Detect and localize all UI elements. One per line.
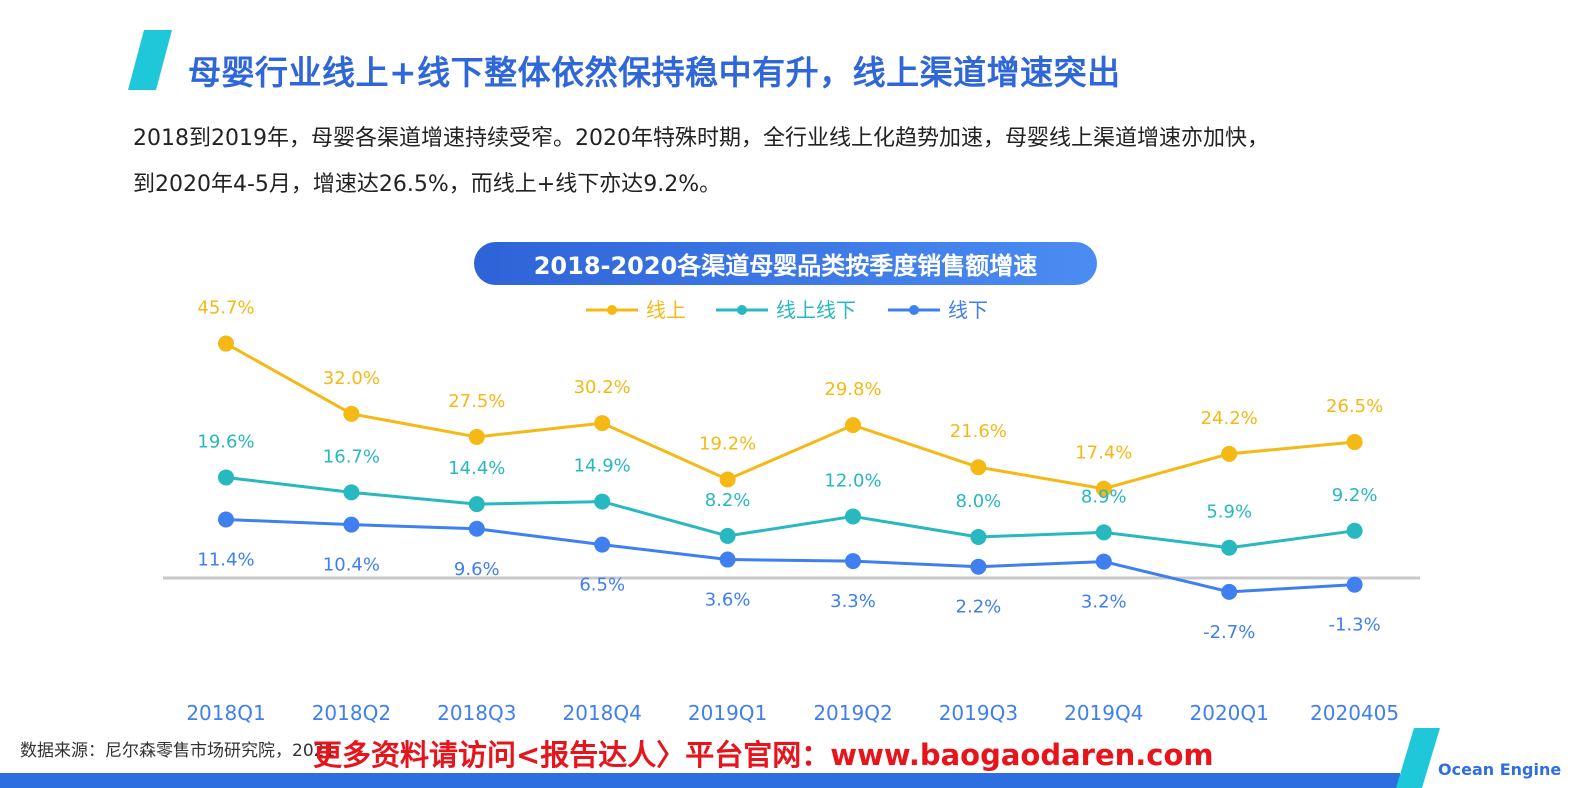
intro-text: 2018到2019年，母婴各渠道增速持续受窄。2020年特殊时期，全行业线上化趋… [133, 116, 1433, 208]
x-tick-6: 2019Q3 [939, 701, 1018, 725]
legend-marker-1 [737, 305, 747, 315]
data-label-0-5: 29.8% [824, 379, 881, 400]
data-label-1-3: 14.9% [574, 456, 631, 477]
data-label-2-2: 9.6% [454, 559, 500, 580]
data-label-2-5: 3.3% [830, 591, 876, 612]
point-0-2 [468, 428, 485, 445]
point-2-1 [343, 516, 360, 533]
promo-banner[interactable]: 更多资料请访问<报告达人〉平台官网：www.baogaodaren.com [313, 738, 1214, 772]
data-label-0-3: 30.2% [574, 377, 631, 398]
series-line-2 [225, 518, 1355, 594]
data-label-1-0: 19.6% [197, 431, 254, 452]
x-tick-0: 2018Q1 [186, 701, 265, 725]
point-2-6 [970, 558, 987, 575]
intro-line-1: 2018到2019年，母婴各渠道增速持续受窄。2020年特殊时期，全行业线上化趋… [133, 126, 1269, 151]
x-tick-8: 2020Q1 [1190, 701, 1269, 725]
point-2-3 [594, 536, 611, 553]
data-label-0-1: 32.0% [323, 368, 380, 389]
chart-title: 2018-2020各渠道母婴品类按季度销售额增速 [474, 242, 1097, 285]
title-accent-stripe [128, 30, 172, 90]
point-0-8 [1221, 445, 1238, 462]
point-2-2 [468, 520, 485, 537]
point-0-5 [845, 417, 861, 434]
page-title: 母婴行业线上+线下整体依然保持稳中有升，线上渠道增速突出 [188, 53, 1121, 92]
point-0-1 [343, 405, 360, 422]
point-2-5 [845, 553, 861, 570]
data-label-0-7: 17.4% [1075, 443, 1132, 464]
series-line-0 [225, 342, 1355, 491]
point-1-3 [594, 493, 611, 510]
x-tick-7: 2019Q4 [1064, 701, 1143, 725]
point-2-0 [218, 511, 234, 528]
data-label-2-6: 2.2% [956, 597, 1002, 618]
brand-logo: Ocean Engine [1438, 760, 1562, 779]
point-1-5 [845, 508, 861, 525]
point-0-6 [970, 459, 987, 476]
point-2-7 [1095, 553, 1112, 570]
data-label-1-6: 8.0% [956, 491, 1002, 512]
data-label-2-3: 6.5% [579, 575, 625, 596]
point-2-9 [1346, 576, 1363, 593]
point-1-6 [970, 528, 987, 545]
brand-accent-stripe [1396, 728, 1440, 788]
point-1-0 [218, 469, 234, 486]
series-line-1 [225, 475, 1355, 550]
data-label-1-2: 14.4% [448, 458, 505, 479]
data-label-2-8: -2.7% [1203, 622, 1255, 643]
data-label-0-2: 27.5% [448, 391, 505, 412]
data-label-2-0: 11.4% [197, 550, 254, 571]
data-label-1-7: 8.9% [1081, 486, 1127, 507]
data-label-1-5: 12.0% [824, 470, 881, 491]
legend-marker-2 [909, 305, 919, 315]
x-tick-2: 2018Q3 [437, 701, 516, 725]
point-1-9 [1346, 522, 1363, 539]
data-label-0-6: 21.6% [950, 421, 1007, 442]
point-2-4 [719, 551, 736, 568]
data-source: 数据来源：尼尔森零售市场研究院，2021 [20, 741, 336, 761]
data-label-1-9: 9.2% [1332, 485, 1378, 506]
x-tick-3: 2018Q4 [563, 701, 642, 725]
intro-line-2: 到2020年4-5月，增速达26.5%，而线上+线下亦达9.2%。 [133, 172, 722, 197]
bottom-bar [0, 773, 1400, 788]
data-label-2-7: 3.2% [1081, 592, 1127, 613]
legend-label-1: 线上线下 [776, 298, 856, 322]
x-tick-5: 2019Q2 [813, 701, 892, 725]
point-0-4 [719, 471, 736, 488]
point-0-0 [218, 335, 234, 352]
data-label-1-8: 5.9% [1206, 502, 1252, 523]
x-tick-9: 2020405 [1310, 701, 1399, 725]
x-tick-1: 2018Q2 [312, 701, 391, 725]
point-1-1 [343, 484, 360, 501]
point-0-3 [594, 415, 611, 432]
data-label-2-9: -1.3% [1328, 615, 1380, 636]
point-1-8 [1221, 539, 1238, 556]
point-1-7 [1095, 524, 1112, 541]
data-label-0-8: 24.2% [1201, 408, 1258, 429]
legend-label-0: 线上 [646, 298, 686, 322]
data-label-0-4: 19.2% [699, 434, 756, 455]
point-0-9 [1346, 434, 1363, 451]
legend-marker-0 [607, 305, 617, 315]
data-label-2-4: 3.6% [705, 590, 751, 611]
data-label-0-9: 26.5% [1326, 396, 1383, 417]
point-1-4 [719, 527, 736, 544]
data-label-1-1: 16.7% [323, 446, 380, 467]
x-tick-4: 2019Q1 [688, 701, 767, 725]
point-2-8 [1221, 583, 1238, 600]
point-0-7 [1095, 480, 1112, 497]
legend-label-2: 线下 [948, 298, 988, 322]
data-label-1-4: 8.2% [705, 490, 751, 511]
data-label-0-0: 45.7% [197, 298, 254, 319]
point-1-2 [468, 496, 485, 513]
data-label-2-1: 10.4% [323, 555, 380, 576]
